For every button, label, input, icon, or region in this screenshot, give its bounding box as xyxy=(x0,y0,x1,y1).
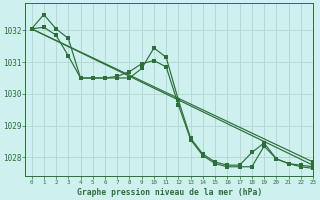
X-axis label: Graphe pression niveau de la mer (hPa): Graphe pression niveau de la mer (hPa) xyxy=(76,188,262,197)
